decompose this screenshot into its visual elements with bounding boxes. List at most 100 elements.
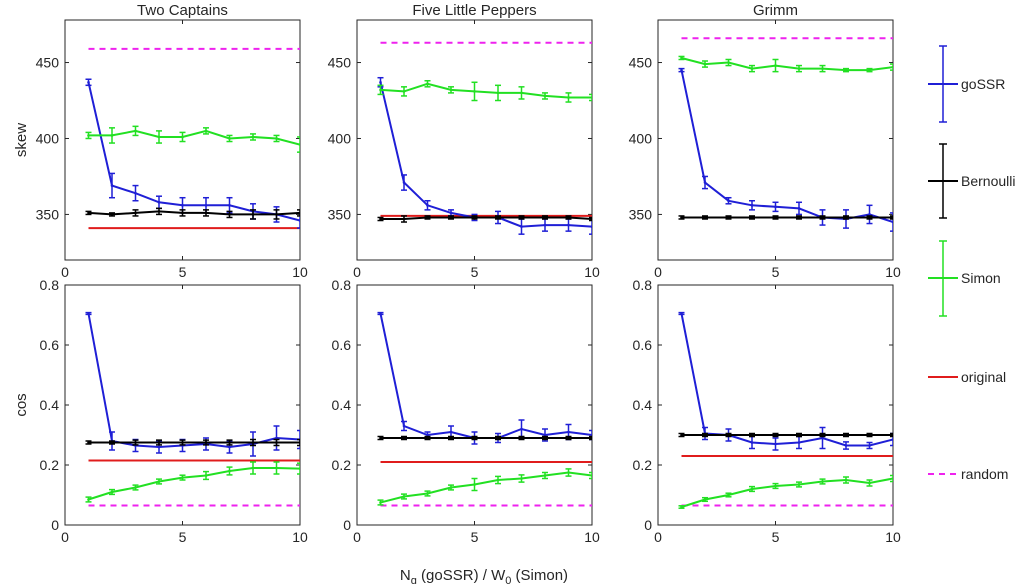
plot-frame: [657, 19, 894, 261]
y-tick-label: 0.4: [332, 397, 352, 413]
series-goSSR: [377, 76, 592, 235]
data-point: [727, 61, 730, 64]
data-point: [891, 220, 893, 224]
data-point: [590, 225, 592, 228]
data-point: [797, 67, 801, 70]
data-point: [181, 441, 184, 444]
data-point: [87, 498, 90, 501]
legend-item-original: original: [928, 369, 1006, 385]
series-line-bernoulli: [380, 216, 592, 220]
chart-panel: 0 5 10 350 400 450 Grimm: [629, 2, 901, 280]
data-point: [251, 213, 255, 216]
data-point: [134, 129, 137, 133]
data-point: [379, 217, 382, 221]
data-point: [157, 441, 161, 444]
legend-label: Bernoulli: [961, 173, 1015, 189]
y-tick-label: 0.8: [332, 277, 352, 293]
data-point: [797, 433, 801, 437]
data-point: [204, 474, 208, 477]
data-point: [275, 441, 278, 444]
data-point: [891, 438, 893, 441]
y-tick-label: 0.6: [40, 337, 60, 353]
data-point: [449, 88, 453, 92]
legend-item-bernoulli: Bernoulli: [928, 143, 1015, 219]
data-point: [496, 478, 500, 482]
x-tick-label: 10: [885, 529, 901, 545]
data-point: [520, 91, 523, 95]
series-line-simon: [88, 129, 300, 146]
data-point: [703, 498, 707, 501]
x-tick-label: 10: [584, 264, 600, 280]
data-point: [750, 487, 754, 491]
data-point: [275, 213, 278, 216]
x-tick-label: 0: [61, 529, 69, 545]
chart-panel: 0 5 10 350 400 450 Two Captains skew: [13, 2, 308, 280]
data-point: [868, 213, 871, 216]
series-simon: [377, 468, 592, 506]
data-point: [110, 490, 114, 494]
data-point: [774, 484, 777, 488]
data-point: [298, 441, 300, 444]
data-point: [703, 433, 707, 437]
y-tick-label: 0.8: [633, 277, 653, 293]
plot-area: [678, 37, 893, 232]
x-tick-label: 10: [292, 529, 308, 545]
data-point: [87, 312, 90, 315]
series-goSSR: [85, 311, 300, 457]
data-point: [275, 436, 278, 440]
data-point: [543, 94, 547, 98]
data-point: [868, 216, 871, 219]
data-point: [543, 223, 547, 227]
data-point: [87, 80, 90, 84]
data-point: [680, 505, 683, 509]
y-tick-label: 350: [36, 206, 60, 222]
series-line-simon: [681, 57, 893, 72]
series-simon: [85, 125, 300, 153]
series-line-goSSR: [379, 82, 592, 228]
data-point: [402, 90, 406, 93]
data-point: [844, 68, 848, 72]
data-point: [797, 216, 801, 219]
data-point: [275, 466, 278, 470]
panel-title: Two Captains: [137, 2, 228, 19]
y-axis-label: skew: [13, 123, 30, 157]
data-point: [110, 184, 114, 187]
data-point: [379, 88, 382, 92]
data-point: [680, 216, 683, 219]
series-goSSR: [377, 311, 592, 445]
series-line-goSSR: [379, 313, 592, 439]
x-tick-label: 0: [353, 529, 361, 545]
data-point: [228, 137, 231, 140]
data-point: [204, 441, 208, 444]
data-point: [891, 433, 893, 437]
y-tick-label: 400: [629, 130, 653, 146]
chart-panel: 0 5 10 0 0.2 0.4 0.6 0.8: [633, 277, 901, 545]
data-point: [868, 481, 871, 485]
series-simon: [377, 80, 592, 103]
y-tick-label: 0: [51, 517, 59, 533]
data-point: [181, 211, 184, 215]
data-point: [680, 56, 683, 60]
data-point: [87, 441, 90, 444]
data-point: [275, 137, 278, 140]
data-point: [797, 207, 801, 210]
x-tick-label: 5: [772, 264, 780, 280]
data-point: [473, 483, 476, 486]
series-line-simon: [681, 477, 893, 508]
data-point: [567, 96, 570, 99]
data-point: [891, 216, 893, 219]
data-point: [797, 441, 801, 444]
data-point: [110, 441, 114, 444]
data-point: [774, 216, 777, 219]
data-point: [298, 219, 300, 222]
data-point: [134, 486, 137, 489]
series-line-goSSR: [680, 69, 893, 223]
x-tick-label: 0: [654, 264, 662, 280]
data-point: [251, 441, 255, 444]
data-point: [727, 433, 730, 437]
data-point: [402, 217, 406, 221]
data-point: [590, 474, 592, 477]
data-point: [134, 441, 137, 444]
x-tick-label: 0: [61, 264, 69, 280]
series-line-simon: [88, 467, 300, 501]
